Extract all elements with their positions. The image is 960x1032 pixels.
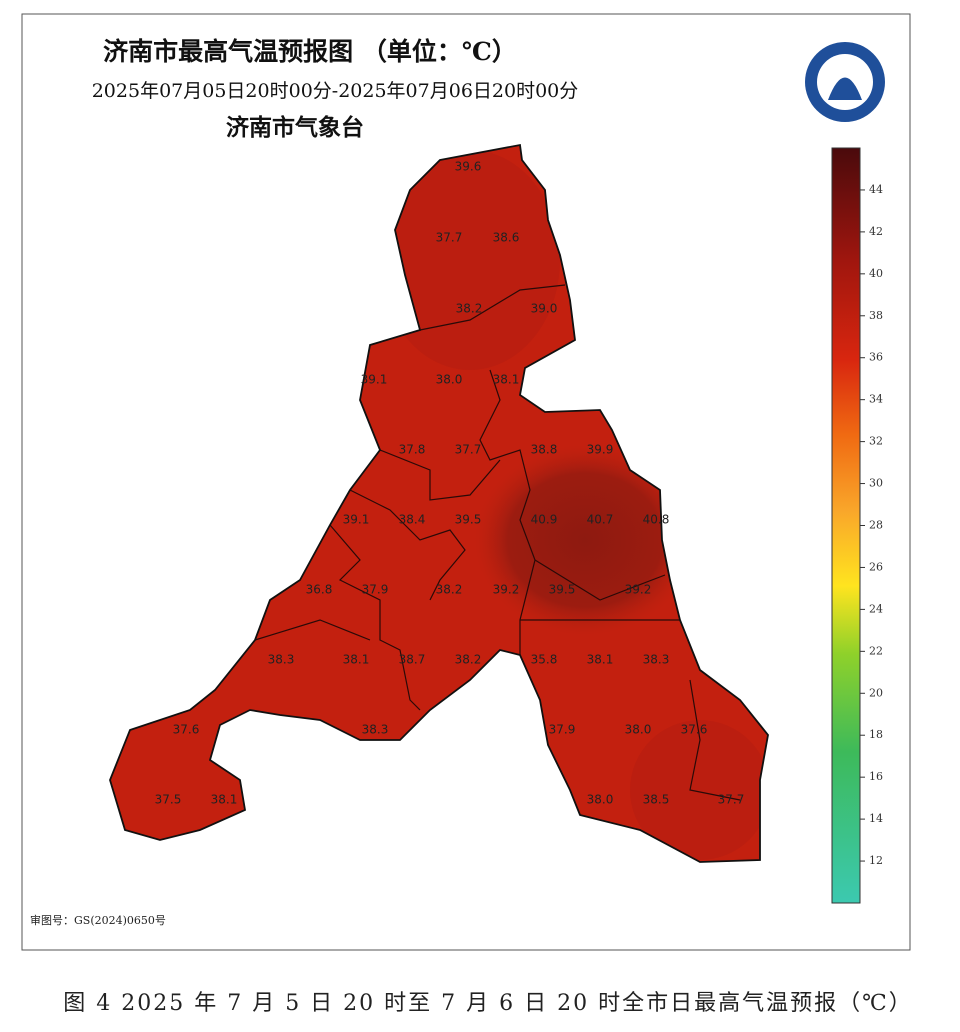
station-values: 39.6 37.7 38.6 38.2 39.0 39.1 38.0 38.1 37.8 37.7… [155,160,745,807]
station-value: 39.9 [587,443,614,457]
colorbar-tick-label: 20 [869,686,883,699]
figure-caption: 图 4 2025 年 7 月 5 日 20 时至 7 月 6 日 20 时全市日… [63,991,912,1016]
station-value: 38.0 [587,793,614,807]
station-value: 37.7 [436,231,463,245]
station-value: 39.1 [343,513,370,527]
station-value: 37.7 [718,793,745,807]
station-value: 39.1 [361,373,388,387]
colorbar-tick-label: 36 [869,351,883,364]
warm-zone [630,720,768,860]
colorbar-tick-label: 34 [869,393,883,406]
station-value: 38.3 [268,653,295,667]
station-value: 38.7 [399,653,426,667]
logo [805,42,885,122]
colorbar-tick-label: 14 [869,812,883,825]
station-value: 38.1 [493,373,520,387]
colorbar-tick-label: 32 [869,435,883,448]
station-value: 38.4 [399,513,426,527]
station-value: 38.2 [456,302,483,316]
station-value: 37.9 [362,583,389,597]
station-value: 36.8 [306,583,333,597]
station-value: 39.2 [625,583,652,597]
station-value: 40.9 [531,513,558,527]
colorbar-tick-label: 44 [869,183,883,196]
colorbar-tick-label: 40 [869,267,883,280]
colorbar-tick-label: 28 [869,519,883,532]
colorbar-tick-label: 12 [869,854,883,867]
station-value: 38.8 [531,443,558,457]
station-value: 37.9 [549,723,576,737]
hot-zone [475,445,695,635]
station-value: 38.5 [643,793,670,807]
colorbar [831,147,861,904]
colorbar-tick-label: 24 [869,602,883,615]
map-title: 济南市最高气温预报图 （单位：℃） [103,37,517,66]
station-value: 39.0 [531,302,558,316]
station-value: 38.1 [587,653,614,667]
station-value: 38.3 [362,723,389,737]
colorbar-tick-label: 30 [869,477,883,490]
station-value: 37.8 [399,443,426,457]
colorbar-ticks: 12 14 16 18 20 22 24 26 28 30 32 34 36 38 40 42 44 [860,183,883,867]
colorbar-tick-label: 16 [869,770,883,783]
station-value: 40.7 [587,513,614,527]
station-value: 38.2 [436,583,463,597]
station-value: 37.6 [173,723,200,737]
warm-zone [380,150,560,370]
time-range: 2025年07月05日20时00分-2025年07月06日20时00分 [92,80,579,102]
station-value: 38.0 [436,373,463,387]
station-value: 38.2 [455,653,482,667]
review-number: 审图号：GS(2024)0650号 [30,913,166,927]
station-value: 40.8 [643,513,670,527]
station-value: 38.3 [643,653,670,667]
station-value: 37.5 [155,793,182,807]
colorbar-tick-label: 42 [869,225,883,238]
colorbar-tick-label: 22 [869,644,883,657]
colorbar-tick-label: 26 [869,560,883,573]
station-value: 38.6 [493,231,520,245]
district-borders [254,284,741,801]
agency: 济南市气象台 [226,114,364,141]
station-value: 39.6 [455,160,482,174]
station-value: 39.5 [455,513,482,527]
colorbar-tick-label: 38 [869,309,883,322]
station-value: 38.1 [343,653,370,667]
station-value: 37.7 [455,443,482,457]
station-value: 37.6 [681,723,708,737]
station-value: 39.2 [493,583,520,597]
station-value: 38.0 [625,723,652,737]
station-value: 39.5 [549,583,576,597]
station-value: 38.1 [211,793,238,807]
colorbar-tick-label: 18 [869,728,883,741]
station-value: 35.8 [531,653,558,667]
